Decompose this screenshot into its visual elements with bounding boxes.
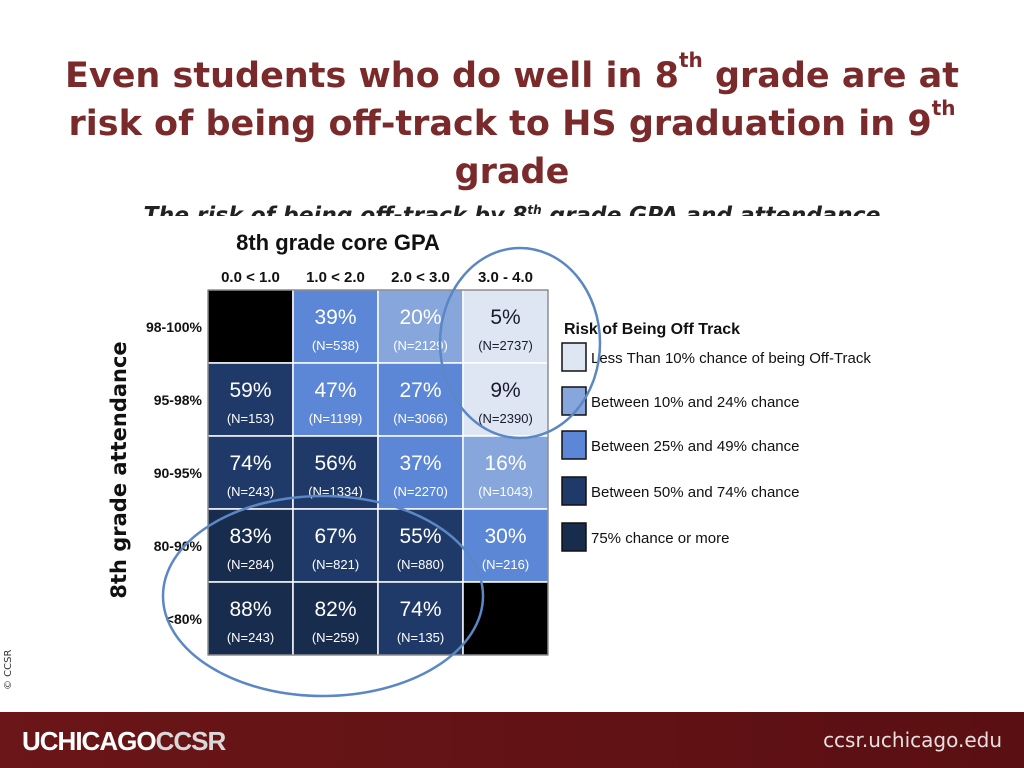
row-label: 80-90% [154,538,203,554]
cell-percent: 39% [314,306,356,329]
heatmap-cell [377,362,464,437]
cell-n: (N=216) [482,557,529,572]
cell-n: (N=243) [227,630,274,645]
heatmap-cell [207,289,294,364]
legend-swatch [561,476,587,506]
cell-n: (N=2129) [393,338,448,353]
legend-label: Less Than 10% chance of being Off-Track [591,350,871,367]
title-line3: grade [454,152,570,192]
highlight-ellipse-high-gpa [438,246,602,440]
cell-percent: 82% [314,598,356,621]
cell-percent: 55% [399,525,441,548]
highlight-ellipse-low-attendance [161,494,485,698]
column-label: 1.0 < 2.0 [306,269,365,286]
cell-n: (N=153) [227,411,274,426]
title-line2: risk of being off-track to HS graduation… [68,96,956,144]
cell-n: (N=1199) [309,411,363,426]
cell-percent: 30% [484,525,526,548]
cell-percent: 5% [490,306,520,329]
cell-n: (N=2270) [393,484,448,499]
cell-n: (N=1043) [478,484,533,499]
heatmap-cell [462,581,549,656]
row-label: 90-95% [154,465,203,481]
cell-n: (N=538) [312,338,359,353]
cell-percent: 67% [314,525,356,548]
ccsr-logo: UCHICAGOCCSR [22,726,226,756]
row-label: <80% [166,611,203,627]
copyright-notice: © CCSR [3,649,14,690]
column-label: 2.0 < 3.0 [391,269,450,286]
legend-swatch [561,430,587,460]
cell-n: (N=821) [312,557,359,572]
risk-heatmap-chart: 8th grade core GPA 0.0 < 1.0 1.0 < 2.0 2.0 … [107,230,871,698]
footer-url[interactable]: ccsr.uchicago.edu [823,728,1002,752]
heatmap-cell [377,435,464,510]
cell-percent: 74% [399,598,441,621]
cell-percent: 74% [229,452,271,475]
column-label: 0.0 < 1.0 [221,269,280,286]
footer-bar: UCHICAGOCCSR ccsr.uchicago.edu [0,712,1024,768]
slide-title: Even students who do well in 8th grade a… [40,48,984,196]
grid-border [207,289,549,656]
title-line1: Even students who do well in 8th grade a… [64,48,960,96]
legend-swatch [561,342,587,372]
y-axis-title: 8th grade attendance [107,341,131,598]
cell-percent: 56% [314,452,356,475]
cell-n: (N=2737) [478,338,533,353]
cell-n: (N=880) [397,557,444,572]
cell-percent: 47% [314,379,356,402]
slide-subtitle: The risk of being off-track by 8th grade… [143,203,881,216]
legend-title: Risk of Being Off Track [564,321,740,338]
cell-n: (N=2390) [478,411,533,426]
legend-label: Between 50% and 74% chance [591,484,799,501]
cell-n: (N=259) [312,630,359,645]
heatmap-cell [207,508,294,583]
cell-n: (N=3066) [393,411,448,426]
cell-n: (N=135) [397,630,444,645]
cell-percent: 27% [399,379,441,402]
cell-percent: 83% [229,525,271,548]
heatmap-cell [292,508,379,583]
x-axis-title: 8th grade core GPA [236,230,440,255]
cell-n: (N=284) [227,557,274,572]
row-label: 95-98% [154,392,203,408]
cell-percent: 59% [229,379,271,402]
cell-n: (N=243) [227,484,274,499]
legend-label: Between 10% and 24% chance [591,394,799,411]
cell-percent: 20% [399,306,441,329]
cell-percent: 9% [490,379,520,402]
cell-percent: 16% [484,452,526,475]
row-label: 98-100% [146,319,203,335]
cell-percent: 37% [399,452,441,475]
legend-swatch [561,522,587,552]
cell-percent: 88% [229,598,271,621]
column-label: 3.0 - 4.0 [478,269,533,286]
legend-label: 75% chance or more [591,530,729,547]
heatmap-cell [377,508,464,583]
legend-label: Between 25% and 49% chance [591,438,799,455]
